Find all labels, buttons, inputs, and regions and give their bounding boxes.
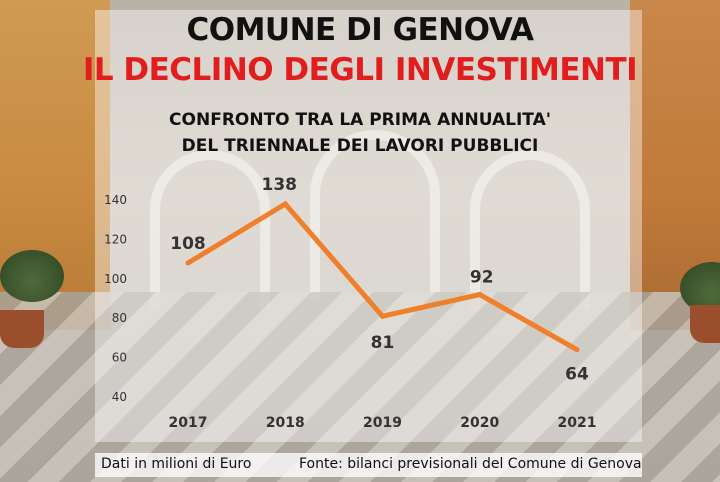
data-labels: 108 138 81 92 64	[170, 175, 589, 385]
footer-bar	[95, 453, 642, 477]
y-tick-label: 140	[104, 193, 127, 207]
data-label: 64	[565, 365, 589, 385]
data-label: 138	[262, 175, 298, 195]
page-title: COMUNE DI GENOVA	[186, 12, 534, 48]
data-label: 92	[470, 268, 494, 288]
y-tick-label: 80	[112, 311, 127, 325]
y-tick-label: 120	[104, 232, 127, 246]
background-pot	[690, 305, 720, 343]
series-line	[186, 200, 579, 352]
background-arch	[150, 150, 270, 310]
data-point	[380, 313, 385, 319]
data-point	[477, 292, 483, 298]
y-tick-label: 60	[112, 351, 127, 365]
y-tick-label: 100	[104, 272, 127, 286]
background-pot	[0, 310, 44, 348]
units-note: Dati in milioni di Euro	[101, 456, 252, 472]
chart-panel	[95, 10, 642, 442]
series-investimenti	[185, 200, 580, 353]
source-note: Fonte: bilanci previsionali del Comune d…	[299, 456, 642, 472]
chart-subtitle-line1: CONFRONTO TRA LA PRIMA ANNUALITA'	[169, 110, 551, 130]
x-tick-label: 2019	[363, 415, 402, 431]
x-tick-label: 2017	[169, 415, 208, 431]
data-point	[282, 201, 288, 207]
background-floor	[0, 292, 720, 482]
x-axis: 2017 2018 2019 2020 2021	[169, 415, 597, 431]
data-label: 81	[371, 333, 395, 353]
data-point	[185, 260, 191, 266]
data-label: 108	[170, 234, 206, 254]
y-tick-label: 40	[112, 390, 127, 404]
background-plant	[0, 250, 64, 302]
x-tick-label: 2020	[460, 415, 499, 431]
x-tick-label: 2021	[558, 415, 597, 431]
y-axis: 40 60 80 100 120 140	[104, 193, 127, 404]
background-arch	[470, 150, 590, 310]
chart-subtitle-line2: DEL TRIENNALE DEI LAVORI PUBBLICI	[181, 136, 539, 156]
data-point	[574, 347, 580, 353]
background-arch	[310, 130, 440, 300]
x-tick-label: 2018	[266, 415, 305, 431]
headline: IL DECLINO DEGLI INVESTIMENTI	[82, 52, 638, 88]
